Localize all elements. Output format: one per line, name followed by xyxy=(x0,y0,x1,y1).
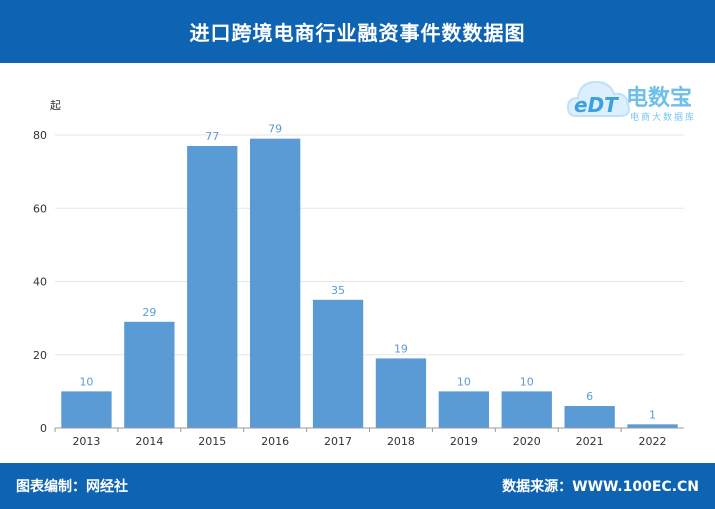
x-tick-label-2014: 2014 xyxy=(135,435,163,448)
y-tick-label: 20 xyxy=(33,349,47,362)
bar-2018 xyxy=(375,358,427,428)
x-tick-label-2020: 2020 xyxy=(513,435,541,448)
data-label-2014: 29 xyxy=(142,306,156,319)
data-label-2021: 6 xyxy=(586,390,593,403)
chart-footer: 图表编制：网经社 数据来源：WWW.100EC.CN xyxy=(0,463,715,509)
x-tick-label-2017: 2017 xyxy=(324,435,352,448)
logo: eDT 电数宝 电商大数据库 xyxy=(566,70,711,128)
y-tick-label: 60 xyxy=(33,202,47,215)
bar-2021 xyxy=(564,406,615,428)
bar-2013 xyxy=(61,391,112,428)
logo-subtitle: 电商大数据库 xyxy=(630,113,697,123)
x-tick-label-2016: 2016 xyxy=(261,435,289,448)
y-tick-label: 80 xyxy=(33,129,47,142)
bar-2017 xyxy=(312,299,364,428)
data-label-2015: 77 xyxy=(205,130,219,143)
data-label-2022: 1 xyxy=(649,408,656,421)
x-tick-labels: 2013 2014 2015 2016 2017 2018 2019 2020 2021 2022 xyxy=(54,428,667,448)
x-tick-label-2019: 2019 xyxy=(450,435,478,448)
cloud-logo-icon: eDT xyxy=(566,80,630,117)
bar-2020 xyxy=(501,391,552,428)
data-label-2016: 79 xyxy=(268,123,282,136)
y-tick-labels: 0 20 40 60 80 xyxy=(33,129,47,435)
data-label-2017: 35 xyxy=(331,284,345,297)
chart-title: 进口跨境电商行业融资事件数数据图 xyxy=(189,21,526,45)
x-tick-label-2022: 2022 xyxy=(639,435,667,448)
data-label-2013: 10 xyxy=(79,375,93,388)
logo-mark: eDT xyxy=(574,93,619,117)
x-tick-label-2021: 2021 xyxy=(576,435,604,448)
footer-compiler: 图表编制：网经社 xyxy=(16,479,128,495)
bar-2014 xyxy=(124,321,175,428)
x-tick-label-2018: 2018 xyxy=(387,435,415,448)
y-tick-label: 0 xyxy=(40,422,47,435)
x-tick-label-2013: 2013 xyxy=(72,435,100,448)
data-labels: 10 29 77 79 35 19 10 10 6 1 xyxy=(79,123,656,422)
x-tick-label-2015: 2015 xyxy=(198,435,226,448)
footer-source: 数据来源：WWW.100EC.CN xyxy=(502,479,699,495)
chart-header: 进口跨境电商行业融资事件数数据图 xyxy=(0,0,715,63)
bar-2019 xyxy=(438,391,490,428)
data-label-2018: 19 xyxy=(394,342,408,355)
bar-2015 xyxy=(187,145,238,429)
logo-brand: 电数宝 xyxy=(626,86,693,111)
bar-2016 xyxy=(249,138,301,428)
bar-2022 xyxy=(627,424,678,428)
y-axis-label: 起 xyxy=(50,99,61,112)
y-tick-label: 40 xyxy=(33,276,47,289)
data-label-2020: 10 xyxy=(520,375,534,388)
data-label-2019: 10 xyxy=(457,375,471,388)
bars xyxy=(61,138,678,429)
